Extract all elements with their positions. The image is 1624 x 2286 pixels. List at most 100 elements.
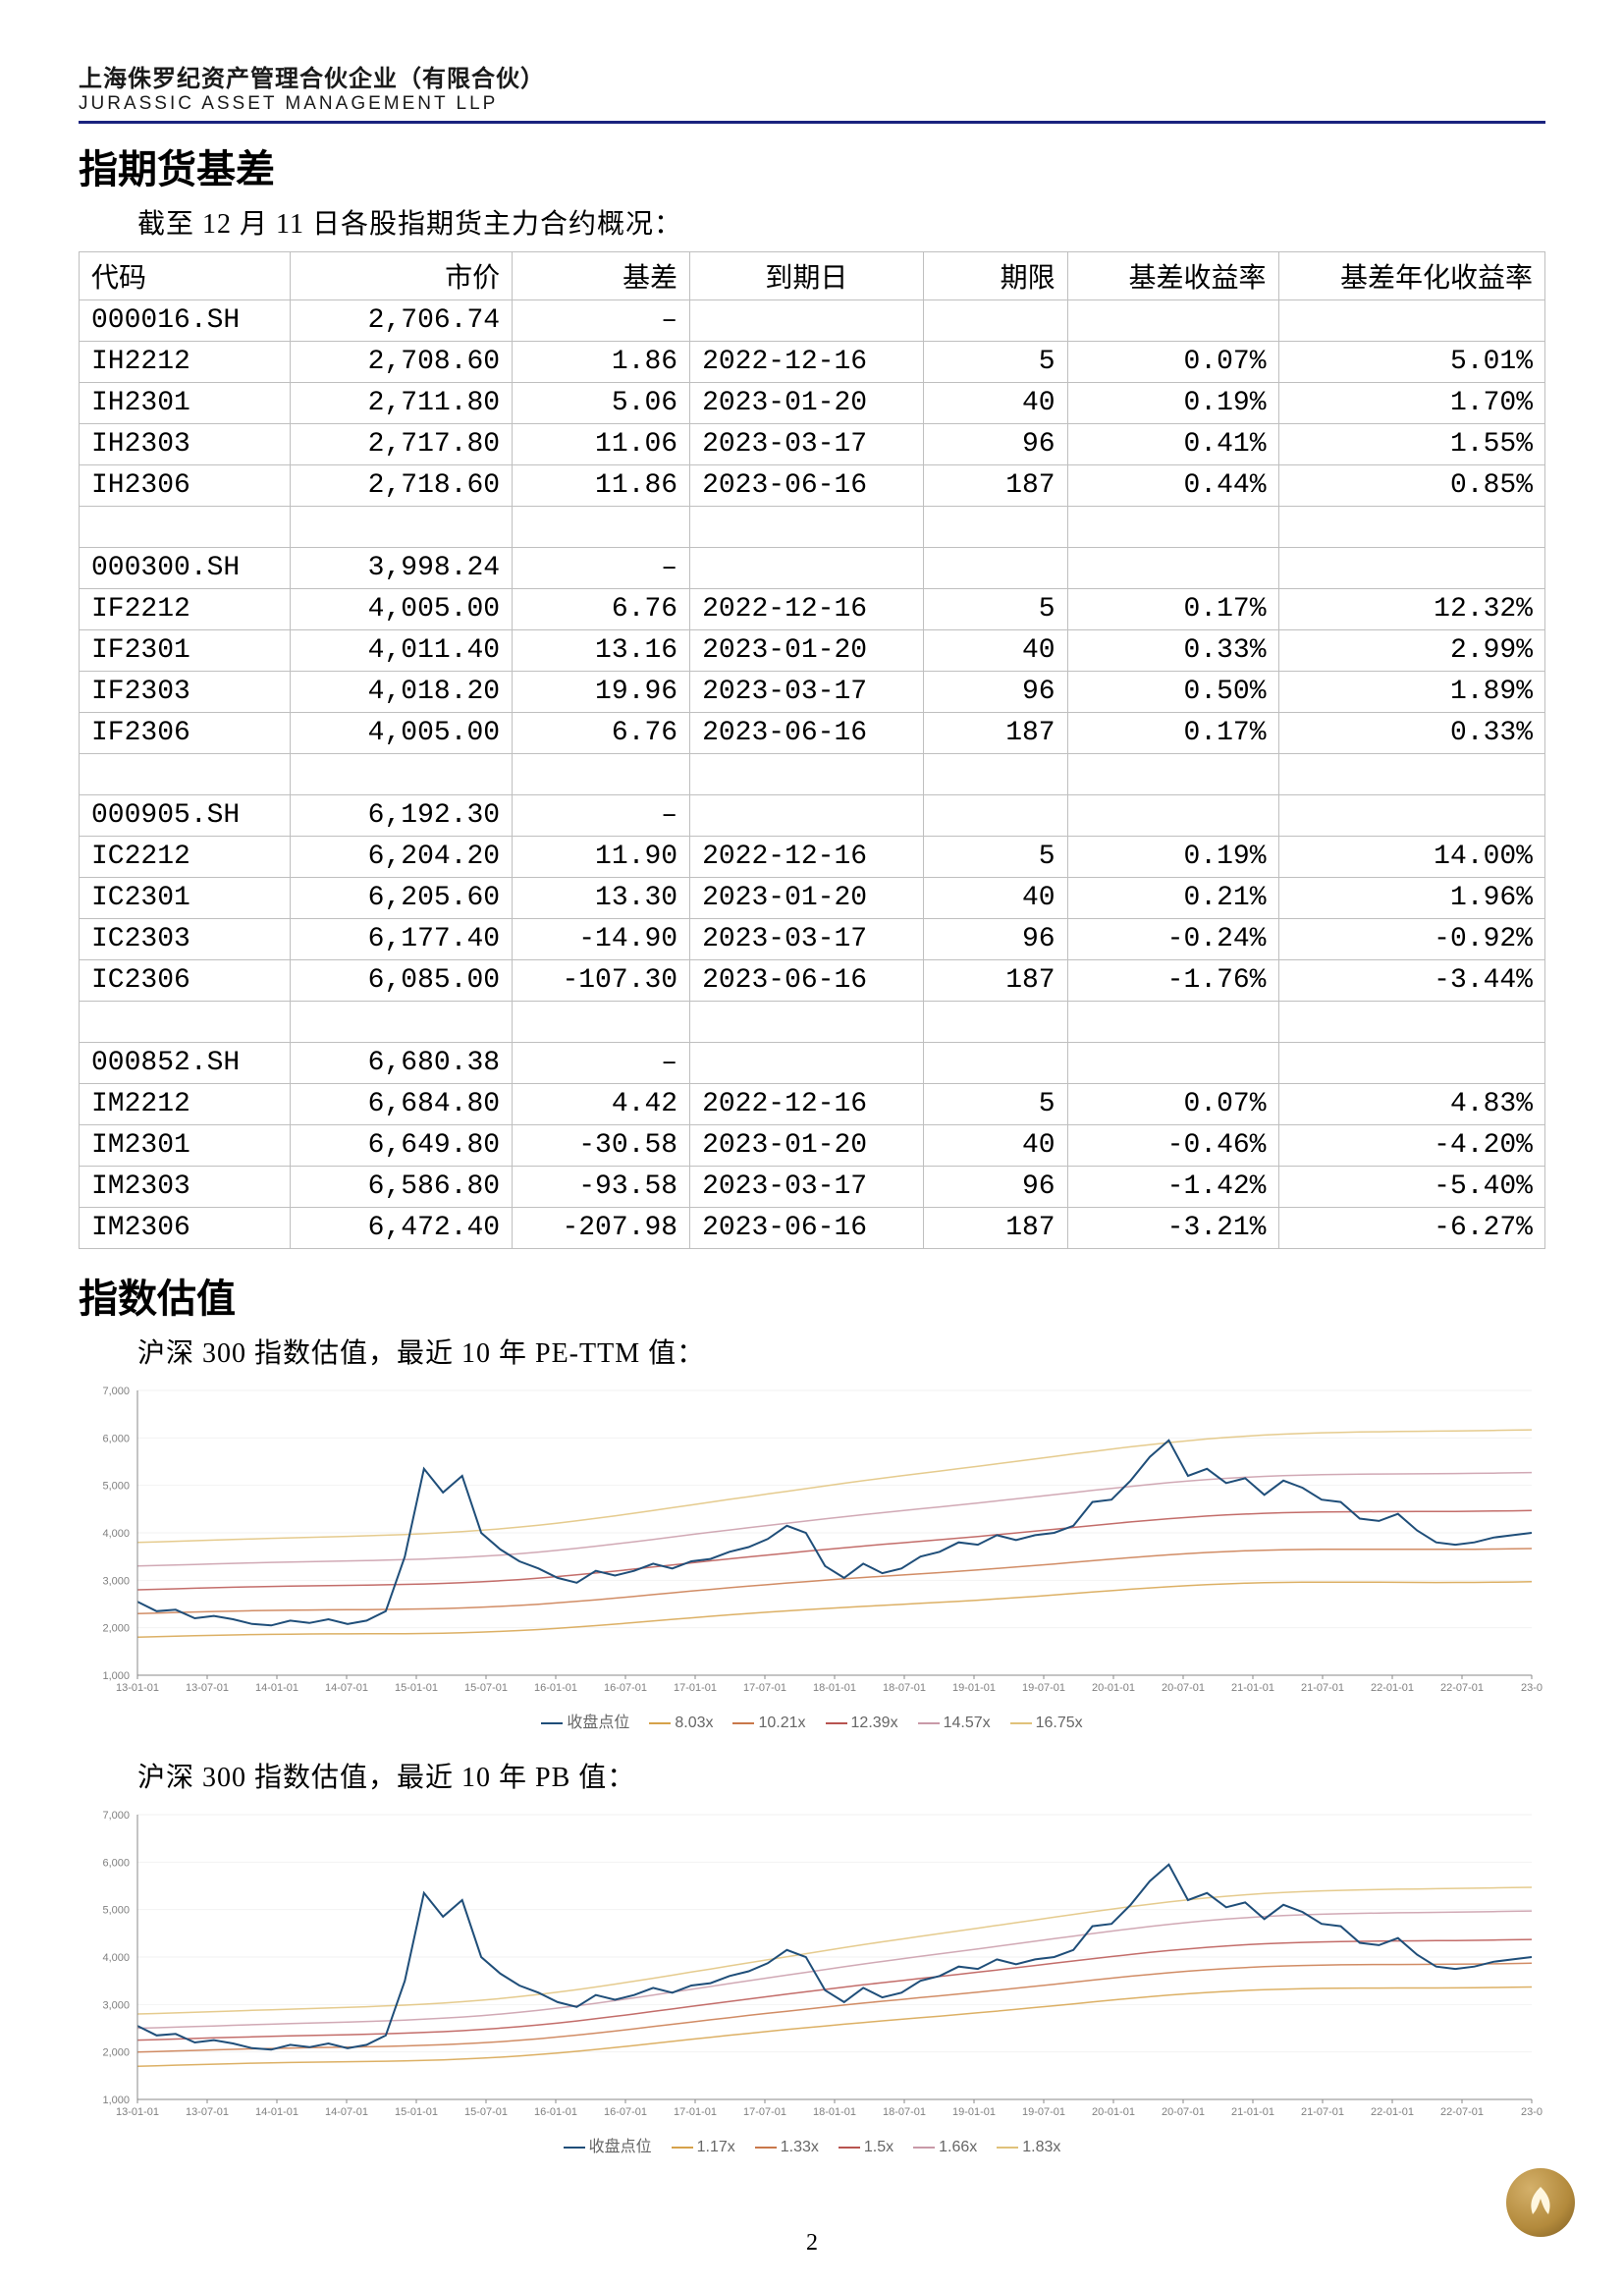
cell-ret [1067,754,1278,795]
svg-text:17-01-01: 17-01-01 [674,1682,717,1694]
table-row: IM23016,649.80-30.582023-01-2040-0.46%-4… [80,1125,1545,1167]
legend-item: 16.75x [1010,1714,1083,1731]
svg-text:7,000: 7,000 [102,1810,130,1822]
cell-price [290,754,512,795]
svg-text:3,000: 3,000 [102,1575,130,1587]
cell-code: 000016.SH [80,300,291,342]
cell-term: 96 [923,424,1067,465]
svg-text:18-07-01: 18-07-01 [883,2106,926,2118]
th-ann: 基差年化收益率 [1278,252,1545,300]
cell-date: 2023-03-17 [690,672,924,713]
cell-ann: -6.27% [1278,1208,1545,1249]
svg-text:19-01-01: 19-01-01 [952,1682,996,1694]
cell-basis: 11.86 [513,465,690,507]
svg-text:16-07-01: 16-07-01 [604,1682,647,1694]
svg-text:22-07-01: 22-07-01 [1440,1682,1484,1694]
cell-date: 2023-06-16 [690,465,924,507]
pe-ttm-chart-legend: 收盘点位8.03x10.21x12.39x14.57x16.75x [79,1705,1545,1732]
legend-item: 14.57x [918,1714,991,1731]
cell-price: 3,998.24 [290,548,512,589]
cell-ann [1278,507,1545,548]
table-row: IH22122,708.601.862022-12-1650.07%5.01% [80,342,1545,383]
table-row: IF23064,005.006.762023-06-161870.17%0.33… [80,713,1545,754]
cell-ret: 0.07% [1067,342,1278,383]
table-row: 000016.SH2,706.74– [80,300,1545,342]
cell-price: 4,018.20 [290,672,512,713]
cell-date [690,754,924,795]
svg-text:18-07-01: 18-07-01 [883,1682,926,1694]
svg-text:5,000: 5,000 [102,1905,130,1917]
cell-basis [513,754,690,795]
cell-ann [1278,754,1545,795]
cell-price: 6,205.60 [290,878,512,919]
cell-ret: 0.41% [1067,424,1278,465]
th-date: 到期日 [690,252,924,300]
svg-text:14-07-01: 14-07-01 [325,2106,368,2118]
cell-price: 6,472.40 [290,1208,512,1249]
cell-ret: 0.21% [1067,878,1278,919]
cell-ann: 2.99% [1278,630,1545,672]
cell-code: IC2301 [80,878,291,919]
cell-ret: 0.50% [1067,672,1278,713]
table-row: IH23032,717.8011.062023-03-17960.41%1.55… [80,424,1545,465]
legend-item: 1.33x [755,2139,819,2155]
svg-text:6,000: 6,000 [102,1857,130,1869]
cell-basis: – [513,1043,690,1084]
svg-text:19-07-01: 19-07-01 [1022,2106,1065,2118]
legend-item: 8.03x [649,1714,713,1731]
svg-text:16-07-01: 16-07-01 [604,2106,647,2118]
cell-ret [1067,548,1278,589]
header-rule [79,121,1545,124]
svg-text:1,000: 1,000 [102,1670,130,1682]
cell-price: 6,684.80 [290,1084,512,1125]
cell-code: IF2303 [80,672,291,713]
legend-item: 1.83x [997,2139,1060,2155]
cell-ret: -0.46% [1067,1125,1278,1167]
svg-text:16-01-01: 16-01-01 [534,2106,577,2118]
futures-basis-table: 代码 市价 基差 到期日 期限 基差收益率 基差年化收益率 000016.SH2… [79,251,1545,1249]
th-ret: 基差收益率 [1067,252,1278,300]
svg-text:20-01-01: 20-01-01 [1092,2106,1135,2118]
cell-date: 2023-01-20 [690,1125,924,1167]
cell-date: 2023-03-17 [690,424,924,465]
cell-basis: 6.76 [513,589,690,630]
svg-text:20-01-01: 20-01-01 [1092,1682,1135,1694]
company-name-cn: 上海侏罗纪资产管理合伙企业（有限合伙） [79,59,1545,93]
svg-text:21-01-01: 21-01-01 [1231,2106,1274,2118]
table-row [80,507,1545,548]
cell-ann: 12.32% [1278,589,1545,630]
cell-basis: 13.30 [513,878,690,919]
cell-code: IH2303 [80,424,291,465]
cell-ann [1278,795,1545,837]
legend-item: 1.17x [672,2139,735,2155]
svg-text:20-07-01: 20-07-01 [1162,2106,1205,2118]
pe-ttm-chart: 1,0002,0003,0004,0005,0006,0007,00013-01… [79,1381,1545,1744]
cell-basis: -207.98 [513,1208,690,1249]
table-row: IH23012,711.805.062023-01-20400.19%1.70% [80,383,1545,424]
cell-code: IC2303 [80,919,291,960]
cell-code: IH2301 [80,383,291,424]
th-price: 市价 [290,252,512,300]
legend-item: 收盘点位 [541,1714,629,1731]
cell-code [80,1002,291,1043]
cell-date: 2022-12-16 [690,589,924,630]
cell-term: 5 [923,589,1067,630]
table-row: IC23036,177.40-14.902023-03-1796-0.24%-0… [80,919,1545,960]
legend-item: 收盘点位 [564,2139,652,2155]
cell-basis: – [513,300,690,342]
cell-date: 2022-12-16 [690,342,924,383]
cell-code: IM2306 [80,1208,291,1249]
cell-ret [1067,300,1278,342]
cell-ret [1067,1002,1278,1043]
cell-ann: 1.55% [1278,424,1545,465]
svg-text:4,000: 4,000 [102,1528,130,1540]
cell-date: 2023-03-17 [690,919,924,960]
svg-text:22-01-01: 22-01-01 [1371,1682,1414,1694]
svg-text:18-01-01: 18-01-01 [813,1682,856,1694]
cell-price: 6,177.40 [290,919,512,960]
table-row: IM23066,472.40-207.982023-06-16187-3.21%… [80,1208,1545,1249]
cell-basis: -30.58 [513,1125,690,1167]
svg-text:15-07-01: 15-07-01 [464,1682,508,1694]
cell-price: 4,005.00 [290,713,512,754]
svg-text:14-07-01: 14-07-01 [325,1682,368,1694]
